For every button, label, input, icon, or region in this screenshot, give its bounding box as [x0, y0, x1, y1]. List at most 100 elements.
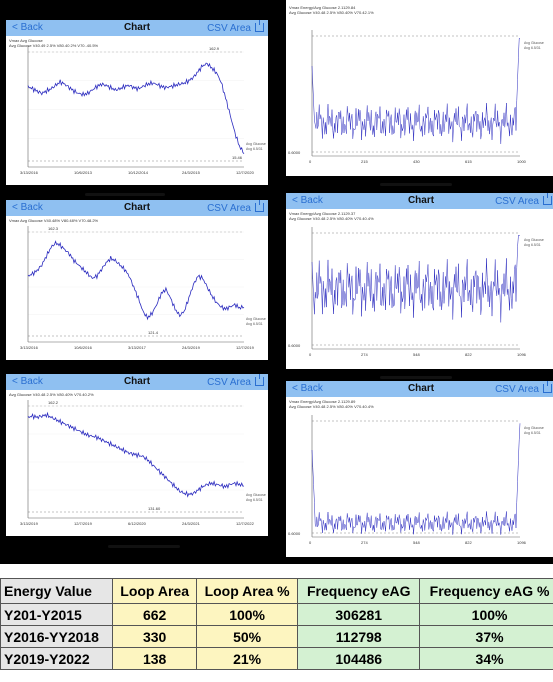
x-tick-label: 3/13/2016 — [20, 345, 39, 350]
csv-area-button[interactable]: CSV Area — [207, 203, 251, 214]
nav-actions: CSV Area — [203, 20, 264, 34]
chart-screen-6: < Back Chart CSV Area Vmax Energy/Avg Gl… — [286, 381, 553, 557]
legend-entry: Avg 6.5/31 — [246, 147, 263, 151]
stats-line: Vmax Energy/Avg Glucose 2.1129.89 — [289, 399, 356, 404]
series-line — [27, 62, 245, 154]
y-min-label: 0.6000 — [288, 343, 301, 348]
back-button[interactable]: < Back — [12, 202, 43, 213]
csv-area-button[interactable]: CSV Area — [207, 377, 251, 388]
nav-title: Chart — [407, 383, 435, 394]
x-tick-label: 6/12/2020 — [128, 521, 147, 526]
stats-line: Avg Glucose V40.48 2.5% V80.40% V70.40.4… — [289, 404, 374, 409]
legend-entry: Avg 6.5/31 — [524, 46, 541, 50]
back-button[interactable]: < Back — [12, 22, 43, 33]
stats-line: Vmax Avg Glucose V40.48% V80.48% V70.48.… — [9, 218, 99, 223]
table-cell: 34% — [419, 647, 553, 670]
point-label: 15.46 — [232, 155, 243, 160]
chart-screen-5: < Back Chart CSV Area Vmax Energy/Avg Gl… — [286, 193, 553, 369]
row-label: Y2019-Y2022 — [0, 647, 114, 670]
share-icon[interactable] — [255, 20, 264, 32]
nav-bar: < Back Chart CSV Area — [6, 200, 268, 216]
home-indicator — [108, 545, 180, 548]
chart-screen-4: Vmax Energy/Avg Glucose 2.1129.84 Avg Glu… — [286, 0, 553, 176]
legend-entry: Avg Glucose — [246, 493, 266, 497]
x-tick-label: 1000 — [517, 159, 527, 164]
share-icon[interactable] — [255, 200, 264, 212]
back-button[interactable]: < Back — [12, 376, 43, 387]
x-tick-label: 215 — [361, 159, 368, 164]
x-tick-label: 1096 — [517, 352, 527, 357]
point-label: 131.60 — [148, 506, 161, 511]
x-tick-label: 3/13/2017 — [128, 345, 147, 350]
legend-entry: Avg 6.5/31 — [246, 498, 263, 502]
csv-area-button[interactable]: CSV Area — [207, 23, 251, 34]
x-tick-label: 10/6/2016 — [74, 345, 93, 350]
home-indicator — [85, 193, 165, 196]
header-frequency-eag-pct: Frequency eAG % — [419, 578, 553, 604]
stats-line: Vmax Energy/Avg Glucose 2.1129.37 — [289, 211, 356, 216]
table-row: Y2016-YY2018 330 50% 112798 37% — [0, 625, 553, 648]
stats-text: Vmax Energy/Avg Glucose 2.1129.84 Avg Glu… — [289, 5, 374, 15]
stats-text: Vmax Avg Glucose V40.48% V80.48% V70.48.… — [9, 218, 98, 223]
table-row: Y201-Y2015 662 100% 306281 100% — [0, 603, 553, 626]
x-tick-label: 274 — [361, 540, 368, 545]
csv-area-button[interactable]: CSV Area — [495, 196, 539, 207]
csv-area-button[interactable]: CSV Area — [495, 384, 539, 395]
line-chart: 3/13/2019 12/7/2019 6/12/2020 24/3/2021 12/7… — [20, 400, 266, 526]
share-icon[interactable] — [543, 381, 552, 393]
x-tick-label: 24/3/2019 — [182, 345, 201, 350]
header-loop-area-pct: Loop Area % — [195, 578, 299, 604]
nav-actions: CSV Area — [203, 200, 264, 214]
nav-bar: < Back Chart CSV Area — [6, 374, 268, 390]
table-cell: 138 — [112, 647, 197, 670]
x-tick-label: 10/6/2013 — [74, 170, 93, 175]
table-cell: 100% — [419, 603, 553, 626]
x-tick-label: 822 — [465, 540, 472, 545]
header-frequency-eag: Frequency eAG — [297, 578, 421, 604]
table-cell: 50% — [195, 625, 299, 648]
stats-text: Vmax Energy/Avg Glucose 2.1129.89 Avg Glu… — [289, 399, 374, 409]
x-tick-label: 822 — [465, 352, 472, 357]
nav-actions: CSV Area — [491, 381, 552, 395]
y-min-label: 0.6000 — [288, 150, 301, 155]
header-loop-area: Loop Area — [112, 578, 197, 604]
x-tick-label: 10/12/2014 — [128, 170, 149, 175]
table-cell: 21% — [195, 647, 299, 670]
share-icon[interactable] — [543, 193, 552, 205]
table-cell: 330 — [112, 625, 197, 648]
y-min-label: 0.6000 — [288, 531, 301, 536]
home-indicator — [380, 376, 452, 379]
chart-screen-3: < Back Chart CSV Area Avg Glucose V40.48… — [6, 374, 268, 536]
legend-entry: Avg 6.5/31 — [246, 322, 263, 326]
table-cell: 112798 — [297, 625, 421, 648]
nav-actions: CSV Area — [203, 374, 264, 388]
summary-table: Energy Value Loop Area Loop Area % Frequ… — [0, 578, 553, 670]
header-energy-value: Energy Value — [0, 578, 114, 604]
x-tick-label: 430 — [413, 159, 420, 164]
share-icon[interactable] — [255, 374, 264, 386]
legend-entry: Avg Glucose — [246, 142, 266, 146]
stats-text: Vmax Energy/Avg Glucose 2.1129.37 Avg Glu… — [289, 211, 374, 221]
back-button[interactable]: < Back — [292, 383, 323, 394]
stats-line: Avg Glucose V40.48 2.5% V80.40% V70.40.2… — [9, 392, 94, 397]
row-label: Y201-Y2015 — [0, 603, 114, 626]
legend-entry: Avg Glucose — [246, 317, 266, 321]
frequency-series — [311, 423, 521, 535]
row-label: Y2016-YY2018 — [0, 625, 114, 648]
x-tick-label: 0 — [309, 159, 312, 164]
table-row: Y2019-Y2022 138 21% 104486 34% — [0, 647, 553, 670]
back-button[interactable]: < Back — [292, 195, 323, 206]
table-cell: 104486 — [297, 647, 421, 670]
table-cell: 306281 — [297, 603, 421, 626]
legend-entry: Avg 6.5/31 — [524, 243, 541, 247]
nav-bar: < Back Chart CSV Area — [286, 193, 553, 209]
x-tick-label: 3/13/2019 — [20, 521, 39, 526]
legend-entry: Avg Glucose — [524, 238, 544, 242]
x-tick-label: 548 — [413, 352, 420, 357]
nav-actions: CSV Area — [491, 193, 552, 207]
point-label: 162.2 — [48, 400, 59, 405]
stats-line: Vmax Energy/Avg Glucose 2.1129.84 — [289, 5, 356, 10]
nav-bar: < Back Chart CSV Area — [6, 20, 268, 36]
nav-title: Chart — [407, 195, 435, 206]
